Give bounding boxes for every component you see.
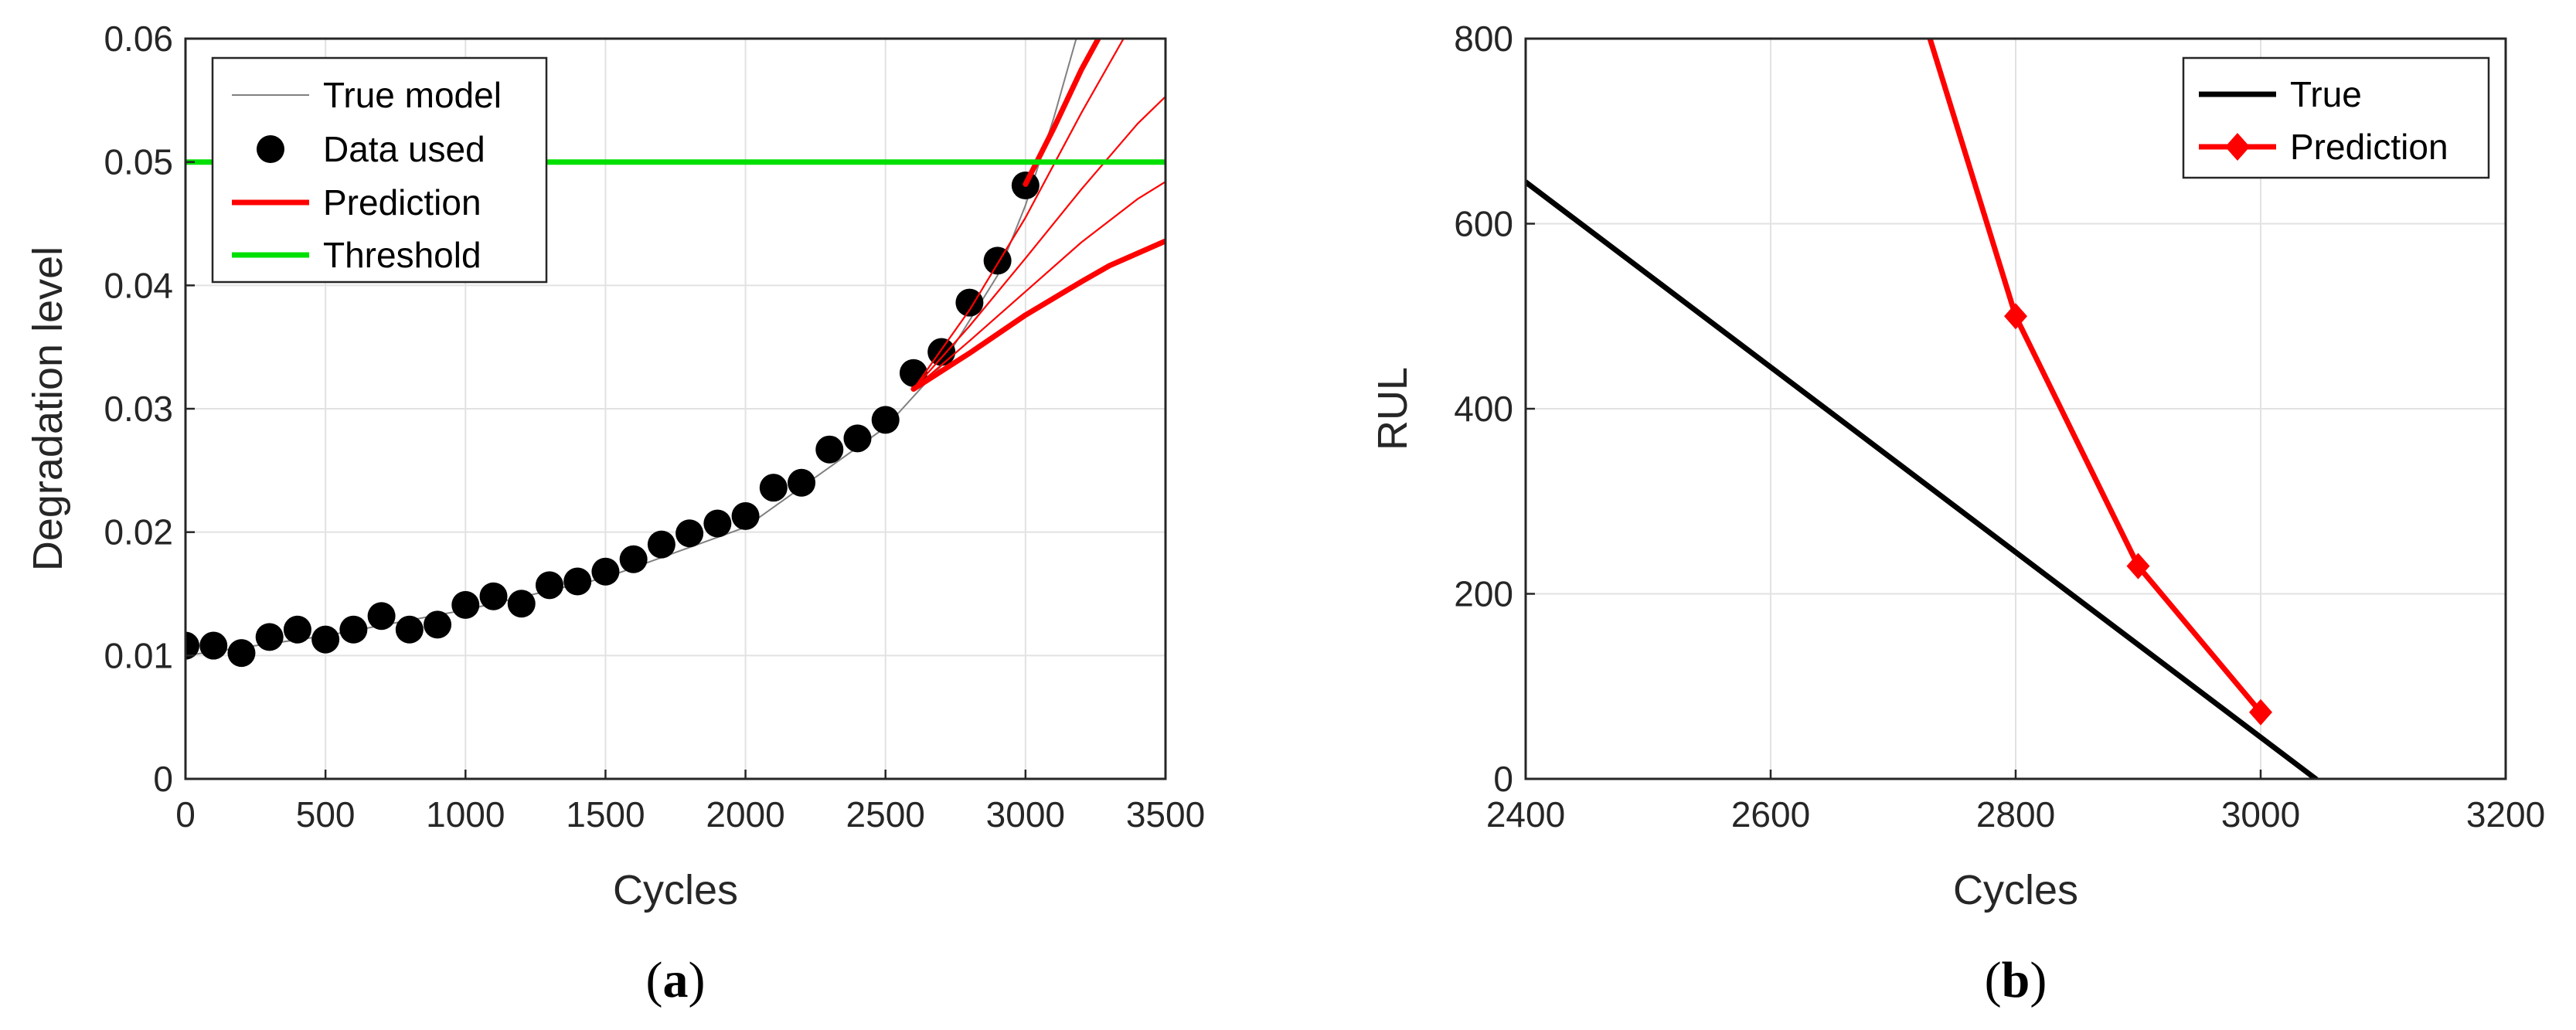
y-tick-label-a: 0 (153, 759, 173, 799)
data-point-a (983, 246, 1012, 275)
legend-a: True model Data used Prediction Threshol… (211, 56, 548, 284)
data-point-a (591, 557, 620, 586)
data-point-a (955, 288, 984, 317)
data-point-a (424, 610, 452, 639)
prediction-marker-b (2249, 699, 2272, 726)
legend-label-prediction: Prediction (323, 182, 482, 223)
series-line-true-b-0 (1526, 179, 2319, 779)
y-tick-label-b: 200 (1454, 574, 1513, 614)
data-point-a (339, 615, 368, 644)
y-tick-label-a: 0.03 (104, 389, 173, 429)
legend-label-threshold: Threshold (323, 235, 482, 275)
y-axis-label-a: Degradation level (25, 246, 71, 571)
data-point-a (703, 509, 732, 538)
data-point-a (619, 545, 648, 573)
data-point-a (451, 590, 480, 619)
series-group-a (185, 39, 1165, 668)
caption-b: (b) (1985, 952, 2047, 1008)
y-tick-label-a: 0.01 (104, 635, 173, 675)
series-group-b (1526, 39, 2319, 779)
data-point-a (675, 519, 704, 548)
data-point-a (507, 590, 536, 618)
chart-panel-a: 0 500 1000 1500 2000 2500 3000 3500 0 0.01 0.02 0.0… (25, 19, 1205, 1008)
x-tick-label-a: 3500 (1126, 794, 1205, 835)
y-tick-label-a: 0.06 (104, 19, 173, 59)
x-tick-label-b: 3000 (2221, 794, 2300, 835)
x-tick-label-a: 2000 (706, 794, 784, 835)
x-tick-label-b: 3200 (2466, 794, 2545, 835)
svg-text:(b): (b) (1985, 952, 2047, 1008)
data-point-a (759, 474, 788, 502)
x-tick-label-a: 3000 (986, 794, 1065, 835)
data-point-a (788, 468, 816, 497)
x-tick-label-a: 1500 (566, 794, 645, 835)
data-point-a (731, 501, 760, 530)
data-point-a (255, 623, 284, 651)
series-line-prediction-b-1 (1927, 39, 2264, 716)
data-point-a (311, 625, 340, 654)
data-point-a (843, 424, 872, 453)
data-point-a (199, 631, 228, 660)
y-tick-label-a: 0.05 (104, 142, 173, 182)
data-point-a (185, 631, 199, 660)
series-line-prediction-a-3 (912, 181, 1165, 390)
legend-label-true: True (2290, 74, 2362, 114)
legend-swatch-data-used (257, 135, 284, 163)
y-axis-label-b: RUL (1370, 367, 1416, 450)
data-point-a (227, 639, 256, 668)
data-point-a (871, 406, 900, 434)
y-tick-label-b: 800 (1454, 19, 1513, 59)
data-point-a (479, 582, 508, 610)
data-point-a (563, 567, 592, 596)
data-point-a (395, 615, 424, 644)
svg-text:(a): (a) (646, 952, 706, 1008)
series-line-prediction-a-4 (912, 95, 1165, 390)
y-tick-label-a: 0.02 (104, 512, 173, 552)
series-line-prediction-a-5 (912, 39, 1125, 390)
x-axis-label-a: Cycles (613, 867, 738, 913)
chart-panel-b: 2400 2600 2800 3000 3200 0 200 400 600 800 Cycles… (1370, 19, 2545, 1008)
caption-letter-b: b (2002, 952, 2030, 1008)
x-tick-label-a: 500 (296, 794, 356, 835)
data-point-a (535, 571, 563, 600)
x-tick-label-b: 2400 (1486, 794, 1565, 835)
x-tick-label-b: 2600 (1731, 794, 1810, 835)
prediction-marker-b (2004, 303, 2027, 330)
data-point-a (647, 530, 675, 559)
ticks-b: 2400 2600 2800 3000 3200 0 200 400 600 800 (1454, 19, 2545, 835)
data-point-a (367, 602, 396, 631)
data-point-a (283, 615, 311, 644)
series-line-prediction-a-6 (1023, 39, 1101, 187)
grid-b (1526, 39, 2506, 779)
legend-b: True Prediction (2182, 56, 2490, 179)
x-axis-label-b: Cycles (1953, 867, 2078, 913)
x-tick-label-a: 1000 (426, 794, 505, 835)
y-tick-label-b: 400 (1454, 389, 1513, 429)
y-tick-label-b: 0 (1493, 759, 1513, 799)
legend-label-true-model: True model (323, 75, 502, 115)
data-point-a (815, 435, 844, 464)
caption-letter-a: a (663, 952, 689, 1008)
y-tick-label-b: 600 (1454, 204, 1513, 244)
prediction-marker-b (2126, 552, 2150, 580)
ticks-a: 0 500 1000 1500 2000 2500 3000 3500 0 0.01 0.02 0.0… (104, 19, 1205, 835)
legend-label-prediction-b: Prediction (2290, 127, 2448, 167)
x-tick-label-b: 2800 (1976, 794, 2055, 835)
x-tick-label-a: 0 (175, 794, 196, 835)
y-tick-label-a: 0.04 (104, 265, 173, 305)
series-line-prediction-a-2 (910, 238, 1165, 392)
legend-label-data-used: Data used (323, 129, 485, 169)
legend-swatch-prediction-b-marker (2225, 133, 2250, 161)
legend-box-b (2182, 56, 2490, 179)
x-tick-label-a: 2500 (846, 794, 925, 835)
caption-a: (a) (646, 952, 706, 1008)
